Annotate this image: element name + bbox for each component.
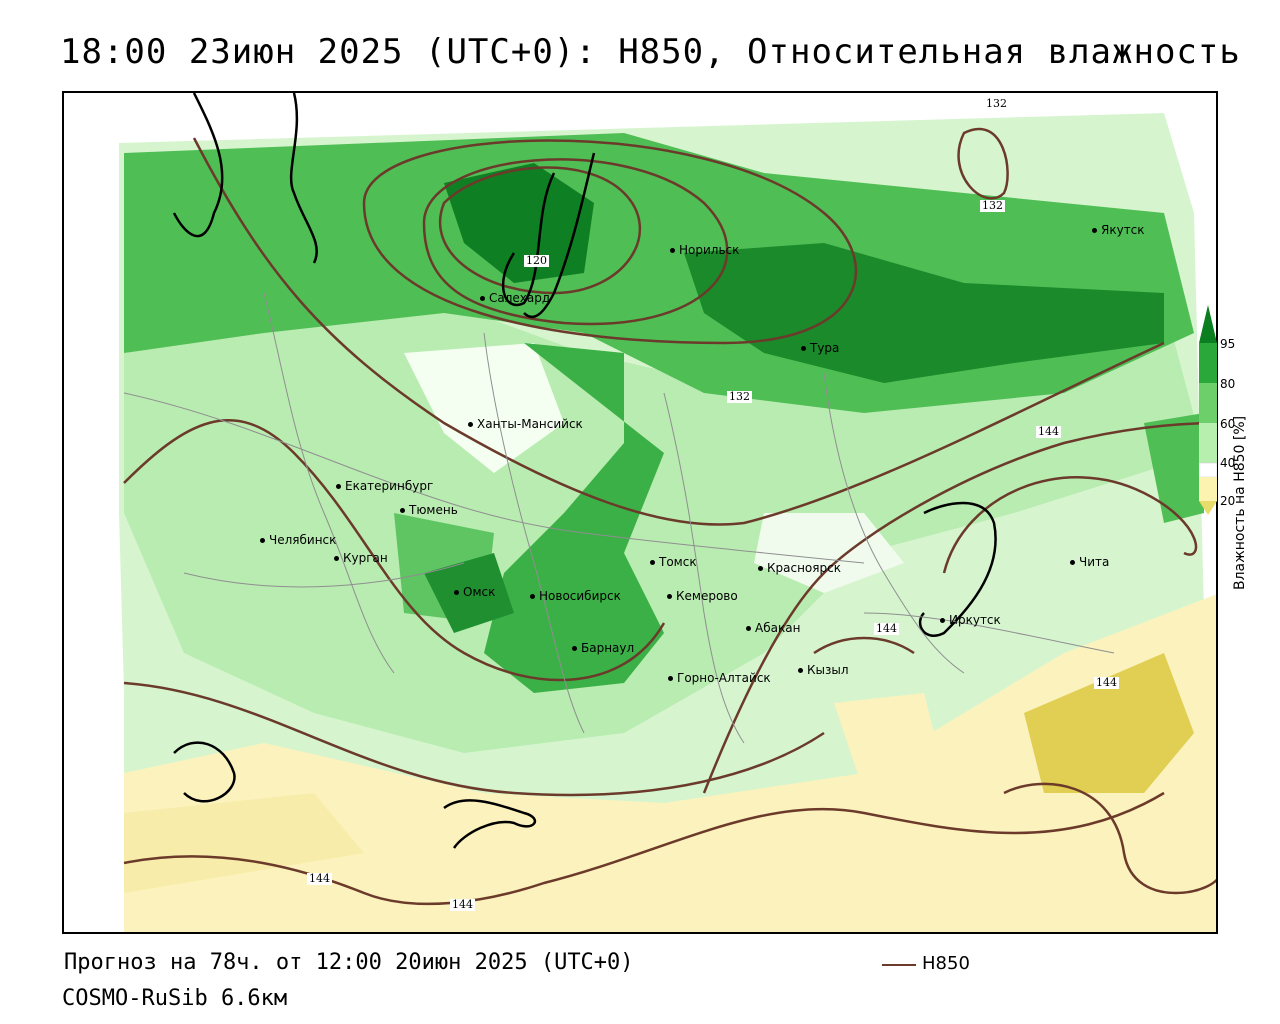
city-marker: Чита <box>1070 555 1109 569</box>
isoline-label: 144 <box>307 872 332 885</box>
city-label: Абакан <box>755 621 801 635</box>
colorbar-title: Влажность на H850 [%] <box>1232 415 1248 590</box>
city-dot <box>801 346 806 351</box>
city-label: Екатеринбург <box>345 479 434 493</box>
city-marker: Барнаул <box>572 641 634 655</box>
city-label: Салехард <box>489 291 551 305</box>
isoline-label: 144 <box>874 622 899 635</box>
isoline-label: 144 <box>1094 676 1119 689</box>
city-marker: Ханты-Мансийск <box>468 417 583 431</box>
colorbar-tick: 40 <box>1220 456 1236 470</box>
humidity-field <box>64 93 1216 932</box>
isoline-label: 144 <box>1036 425 1061 438</box>
city-dot <box>758 566 763 571</box>
admin-borders <box>123 292 1115 744</box>
city-marker: Новосибирск <box>530 589 621 603</box>
city-dot <box>667 594 672 599</box>
city-dot <box>746 626 751 631</box>
city-dot <box>798 668 803 673</box>
legend-line-swatch <box>882 964 916 966</box>
city-label: Тюмень <box>409 503 458 517</box>
colorbar <box>1199 305 1217 515</box>
city-marker: Иркутск <box>940 613 1001 627</box>
city-label: Курган <box>343 551 388 565</box>
coastline <box>172 93 997 849</box>
city-dot <box>400 508 405 513</box>
city-dot <box>1092 228 1097 233</box>
colorbar-tick: 20 <box>1220 494 1236 508</box>
city-marker: Горно-Алтайск <box>668 671 771 685</box>
city-label: Омск <box>463 585 496 599</box>
city-label: Ханты-Мансийск <box>477 417 583 431</box>
city-marker: Томск <box>650 555 697 569</box>
city-marker: Кемерово <box>667 589 738 603</box>
city-marker: Екатеринбург <box>336 479 433 493</box>
isoline-label: 132 <box>980 199 1005 212</box>
isoline-label: 132 <box>984 97 1009 110</box>
city-dot <box>336 484 341 489</box>
isoline-label: 144 <box>450 898 475 911</box>
map-title: 18:00 23июн 2025 (UTC+0): H850, Относите… <box>60 32 1241 72</box>
city-label: Новосибирск <box>539 589 621 603</box>
city-dot <box>334 556 339 561</box>
city-label: Норильск <box>679 243 740 257</box>
colorbar-tick: 95 <box>1220 337 1236 351</box>
city-label: Томск <box>659 555 697 569</box>
city-marker: Курган <box>334 551 388 565</box>
city-marker: Норильск <box>670 243 739 257</box>
city-dot <box>480 296 485 301</box>
city-marker: Омск <box>454 585 495 599</box>
city-dot <box>468 422 473 427</box>
city-dot <box>572 646 577 651</box>
model-name: COSMO-RuSib 6.6км <box>62 986 288 1011</box>
city-dot <box>530 594 535 599</box>
city-dot <box>940 618 945 623</box>
map-area: 132 132 120 132 144 144 144 144 144 Нори… <box>62 91 1218 934</box>
city-marker: Абакан <box>746 621 800 635</box>
isoline-label: 132 <box>727 390 752 403</box>
city-dot <box>454 590 459 595</box>
city-marker: Тюмень <box>400 503 458 517</box>
city-label: Кызыл <box>807 663 849 677</box>
city-label: Чита <box>1079 555 1110 569</box>
city-dot <box>670 248 675 253</box>
city-dot <box>650 560 655 565</box>
city-marker: Кызыл <box>798 663 849 677</box>
city-marker: Челябинск <box>260 533 336 547</box>
city-label: Барнаул <box>581 641 635 655</box>
city-label: Тура <box>810 341 840 355</box>
city-label: Челябинск <box>269 533 337 547</box>
isoline-label: 120 <box>524 254 549 267</box>
colorbar-tick: 60 <box>1220 417 1236 431</box>
city-dot <box>668 676 673 681</box>
city-dot <box>260 538 265 543</box>
city-label: Кемерово <box>676 589 738 603</box>
city-marker: Якутск <box>1092 223 1145 237</box>
city-marker: Красноярск <box>758 561 841 575</box>
legend-label: H850 <box>922 953 970 974</box>
city-label: Якутск <box>1101 223 1145 237</box>
city-label: Красноярск <box>767 561 841 575</box>
city-label: Горно-Алтайск <box>677 671 771 685</box>
forecast-info: Прогноз на 78ч. от 12:00 20июн 2025 (UTC… <box>64 950 634 975</box>
city-label: Иркутск <box>949 613 1001 627</box>
colorbar-tick: 80 <box>1220 377 1236 391</box>
city-marker: Тура <box>801 341 839 355</box>
city-dot <box>1070 560 1075 565</box>
city-marker: Салехард <box>480 291 550 305</box>
